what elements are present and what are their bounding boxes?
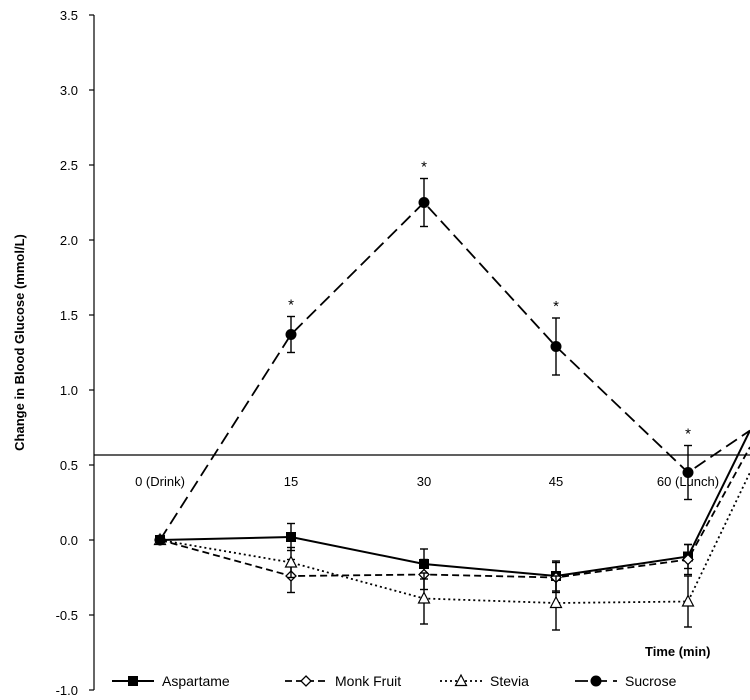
- data-point-sucrose: [550, 341, 562, 352]
- data-point-stevia: [417, 591, 431, 604]
- legend-label-sucrose: Sucrose: [625, 673, 677, 689]
- x-tick-label: 0 (Drink): [135, 474, 185, 489]
- legend: Aspartame Monk Fruit Stevia Sucrose: [112, 673, 677, 689]
- significance-star: *: [685, 426, 691, 443]
- series-line-stevia: [159, 472, 750, 604]
- legend-marker-sucrose: [590, 675, 602, 687]
- x-tick-label: 45: [549, 474, 563, 489]
- data-point-aspartame: [286, 532, 296, 542]
- y-axis: 3.5 3.0 2.5 2.0 1.5 1.0 0.5 0.0 -0.5 -1.0: [56, 8, 95, 698]
- legend-marker-monk-fruit: [300, 675, 312, 687]
- y-tick-label: 2.0: [60, 233, 78, 248]
- y-axis-title: Change in Blood Glucose (mmol/L): [12, 234, 27, 451]
- x-tick-label: 15: [284, 474, 298, 489]
- legend-item-stevia: Stevia: [440, 673, 529, 689]
- y-tick-label: 0.0: [60, 533, 78, 548]
- data-point-stevia: [681, 594, 695, 607]
- y-tick-label: 0.5: [60, 458, 78, 473]
- series-sucrose: [154, 177, 750, 546]
- data-point-sucrose: [285, 329, 297, 340]
- legend-item-aspartame: Aspartame: [112, 673, 230, 689]
- significance-star: *: [288, 297, 294, 314]
- y-tick-label: 3.0: [60, 83, 78, 98]
- legend-label-aspartame: Aspartame: [162, 673, 230, 689]
- y-tick-label: 1.5: [60, 308, 78, 323]
- data-point-monk-fruit: [682, 553, 694, 566]
- series-monk-fruit: [154, 446, 750, 594]
- legend-marker-stevia: [454, 673, 468, 687]
- legend-label-monk-fruit: Monk Fruit: [335, 673, 401, 689]
- data-point-stevia: [549, 595, 563, 609]
- series-layer: * * * *: [153, 159, 750, 631]
- data-point-stevia: [284, 555, 298, 568]
- y-tick-label: -1.0: [56, 683, 78, 698]
- series-line-aspartame: [159, 430, 750, 578]
- y-tick-label: 3.5: [60, 8, 78, 23]
- legend-label-stevia: Stevia: [490, 673, 529, 689]
- y-tick-label: 2.5: [60, 158, 78, 173]
- x-axis-title: Time (min): [645, 644, 711, 659]
- y-tick-label: -0.5: [56, 608, 78, 623]
- series-line-sucrose: [159, 201, 750, 541]
- x-tick-label: 30: [417, 474, 431, 489]
- legend-item-monk-fruit: Monk Fruit: [285, 673, 401, 689]
- data-point-sucrose: [682, 467, 694, 478]
- legend-item-sucrose: Sucrose: [575, 673, 677, 689]
- legend-marker-aspartame: [128, 676, 138, 686]
- x-axis: 0 (Drink) 15 30 45 60 (Lunch): [94, 454, 750, 489]
- data-point-sucrose: [418, 197, 430, 208]
- significance-star: *: [553, 298, 559, 315]
- series-line-monk-fruit: [159, 446, 750, 579]
- y-tick-label: 1.0: [60, 383, 78, 398]
- series-stevia: [153, 472, 750, 631]
- significance-star: *: [421, 159, 427, 176]
- data-point-sucrose: [154, 534, 166, 546]
